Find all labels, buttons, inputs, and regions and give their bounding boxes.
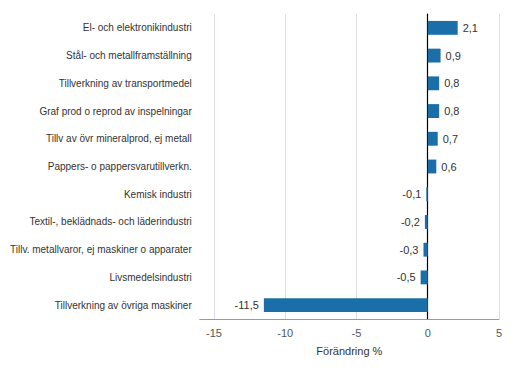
svg-text:Tillverkning av transportmedel: Tillverkning av transportmedel [59,78,192,89]
svg-text:-5: -5 [352,327,362,339]
svg-text:0,8: 0,8 [444,77,459,89]
svg-text:Textil-, beklädnads- och läder: Textil-, beklädnads- och läderindustri [29,216,191,227]
svg-text:El- och elektronikindustri: El- och elektronikindustri [83,22,192,33]
svg-text:-10: -10 [277,327,293,339]
svg-text:0: 0 [425,327,431,339]
svg-text:Stål- och metallframställning: Stål- och metallframställning [66,50,192,61]
svg-text:0,7: 0,7 [443,133,458,145]
svg-text:Förändring %: Förändring % [316,345,382,357]
svg-text:Tillv. metallvaror, ej maskine: Tillv. metallvaror, ej maskiner o appara… [10,244,192,255]
svg-text:Graf prod o reprod av inspelni: Graf prod o reprod av inspelningar [39,106,192,117]
svg-text:Livsmedelsindustri: Livsmedelsindustri [109,272,191,283]
svg-text:-11,5: -11,5 [235,299,259,311]
svg-text:-0,1: -0,1 [402,188,421,200]
svg-text:2,1: 2,1 [463,22,478,34]
svg-text:-0,3: -0,3 [400,244,419,256]
svg-text:-0,5: -0,5 [397,271,416,283]
svg-text:Tillverkning av övriga maskine: Tillverkning av övriga maskiner [55,300,193,311]
svg-text:-15: -15 [206,327,222,339]
svg-text:5: 5 [496,327,502,339]
svg-text:0,8: 0,8 [444,105,459,117]
svg-text:Pappers- o pappersvarutillverk: Pappers- o pappersvarutillverkn. [48,161,192,172]
svg-text:-0,2: -0,2 [401,216,420,228]
svg-text:0,6: 0,6 [441,161,456,173]
svg-text:0,9: 0,9 [446,50,461,62]
svg-text:Kemisk industri: Kemisk industri [124,189,192,200]
svg-text:Tillv av övr mineralprod, ej m: Tillv av övr mineralprod, ej metall [46,133,192,144]
